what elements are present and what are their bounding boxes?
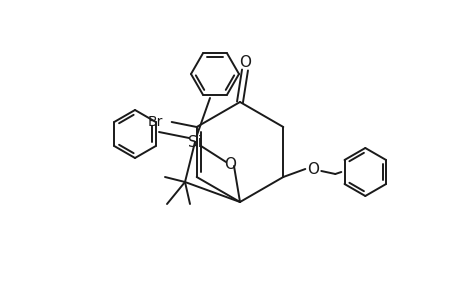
- Text: Br: Br: [148, 115, 163, 129]
- Text: O: O: [224, 157, 235, 172]
- Text: O: O: [307, 161, 319, 176]
- Text: O: O: [239, 55, 251, 70]
- Text: Si: Si: [188, 134, 202, 149]
